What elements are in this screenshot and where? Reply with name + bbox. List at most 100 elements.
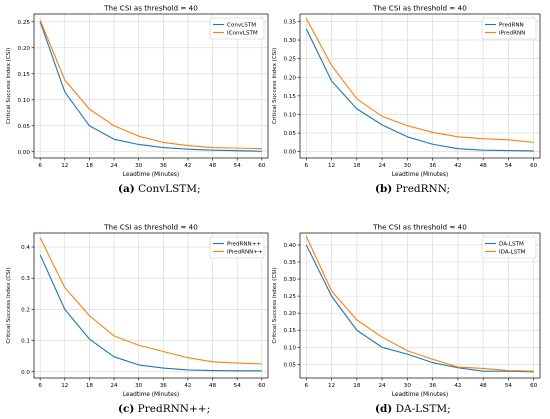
x-tick-label: 6	[305, 163, 309, 169]
y-tick-label: 0.05	[18, 124, 31, 130]
x-tick-label: 18	[353, 163, 361, 169]
x-tick-label: 18	[353, 383, 361, 389]
legend-label-1: IPredRNN	[499, 31, 525, 37]
legend-label-0: PredRNN	[499, 23, 524, 29]
x-tick-label: 24	[110, 383, 118, 389]
x-tick-label: 6	[38, 163, 42, 169]
y-tick-label: 0.20	[18, 46, 31, 52]
legend: DA-LSTM IDA-LSTM	[481, 236, 537, 259]
series-line-0	[39, 21, 262, 152]
legend-label-0: DA-LSTM	[499, 242, 524, 248]
x-tick-label: 6	[38, 383, 42, 389]
legend-label-0: ConvLSTM	[227, 23, 256, 29]
chart-title: The CSI as threshold = 40	[372, 4, 467, 13]
x-tick-label: 48	[209, 383, 217, 389]
series-line-0	[39, 254, 262, 372]
y-tick-label: 0.10	[284, 112, 297, 118]
y-tick-label: 0.05	[284, 362, 297, 368]
x-tick-label: 30	[404, 163, 412, 169]
x-tick-label: 18	[86, 163, 94, 169]
x-tick-label: 36	[160, 383, 168, 389]
x-tick-label: 42	[184, 383, 191, 389]
x-tick-label: 12	[61, 163, 68, 169]
y-tick-label: 0.2	[21, 307, 30, 313]
series-line-0	[305, 28, 534, 152]
legend-box	[209, 17, 265, 40]
legend-box	[481, 236, 537, 259]
x-tick-label: 30	[404, 383, 412, 389]
x-tick-label: 42	[454, 383, 461, 389]
legend-label-0: PredRNN++	[227, 242, 261, 248]
x-tick-label: 42	[454, 163, 461, 169]
y-tick-label: 0.00	[18, 150, 31, 156]
y-tick-label: 0.15	[284, 328, 297, 334]
y-tick-label: 0.30	[284, 277, 297, 283]
legend: PredRNN IPredRNN	[481, 17, 537, 40]
y-tick-label: 0.4	[21, 245, 30, 251]
y-tick-label: 0.15	[284, 94, 297, 100]
y-axis-label: Critical Success Index (CSI)	[6, 48, 12, 124]
y-tick-label: 0.35	[284, 260, 297, 266]
legend-label-1: IDA-LSTM	[499, 250, 526, 256]
x-tick-label: 48	[480, 163, 488, 169]
y-axis-label: Critical Success Index (CSI)	[272, 267, 278, 343]
plot-frame	[299, 232, 541, 379]
caption-a: (a) ConvLSTM;	[118, 183, 201, 195]
x-tick-label: 12	[328, 383, 335, 389]
y-tick-label: 0.25	[284, 57, 297, 63]
legend: ConvLSTM IConvLSTM	[209, 17, 265, 40]
x-tick-label: 30	[135, 163, 143, 169]
y-tick-label: 0.10	[18, 98, 31, 104]
x-tick-label: 24	[379, 163, 387, 169]
x-tick-label: 60	[258, 383, 266, 389]
x-tick-label: 24	[110, 163, 118, 169]
chart-title: The CSI as threshold = 40	[103, 4, 198, 13]
x-tick-label: 6	[305, 383, 309, 389]
series-line-0	[305, 244, 534, 373]
x-tick-label: 54	[234, 163, 242, 169]
x-tick-label: 60	[530, 163, 538, 169]
y-tick-label: 0.20	[284, 75, 297, 81]
y-axis-label: Critical Success Index (CSI)	[272, 48, 278, 124]
x-tick-label: 60	[530, 383, 538, 389]
chart-panel-2: 6 12 18 24 30 36 42 48 54 60 0.0 0.1 0.2 0.3 0.4 The CS…	[6, 223, 269, 398]
x-axis-label: Leadtime (Minutes)	[123, 392, 179, 398]
x-tick-label: 36	[160, 163, 168, 169]
y-tick-label: 0.05	[284, 131, 297, 137]
caption-d: (d) DA-LSTM;	[375, 403, 451, 415]
chart-panel-1: 6 12 18 24 30 36 42 48 54 60 0.00 0.05 0.10 0.15 0.20 0…	[272, 4, 541, 178]
x-tick-label: 60	[258, 163, 266, 169]
y-tick-label: 0.1	[21, 339, 30, 345]
y-tick-label: 0.30	[284, 38, 297, 44]
caption-c: (c) PredRNN++;	[118, 403, 211, 415]
y-tick-label: 0.00	[284, 150, 297, 156]
chart-title: The CSI as threshold = 40	[372, 223, 467, 232]
x-tick-label: 42	[184, 163, 191, 169]
y-tick-label: 0.40	[284, 243, 297, 249]
legend-label-1: IPredRNN++	[227, 250, 263, 256]
legend-label-1: IConvLSTM	[227, 31, 258, 37]
plot-frame	[299, 13, 541, 159]
series-line-1	[39, 20, 262, 150]
x-tick-label: 24	[379, 383, 387, 389]
legend-box	[209, 236, 265, 259]
x-axis-label: Leadtime (Minutes)	[392, 172, 448, 178]
x-tick-label: 48	[209, 163, 217, 169]
y-tick-label: 0.25	[18, 20, 31, 26]
y-axis-label: Critical Success Index (CSI)	[6, 267, 12, 343]
plot-frame	[33, 13, 269, 159]
x-tick-label: 36	[429, 163, 437, 169]
x-tick-label: 30	[135, 383, 143, 389]
y-tick-label: 0.15	[18, 72, 31, 78]
chart-panel-0: 6 12 18 24 30 36 42 48 54 60 0.00 0.05 0.10 0.15 0.20 0…	[6, 4, 269, 178]
x-tick-label: 12	[328, 163, 335, 169]
chart-panel-3: 6 12 18 24 30 36 42 48 54 60 0.05 0.10 0.15 0.20 0.25 0…	[272, 223, 541, 398]
x-tick-label: 54	[505, 163, 513, 169]
y-tick-label: 0.0	[21, 370, 30, 376]
y-tick-label: 0.10	[284, 345, 297, 351]
x-tick-label: 54	[505, 383, 513, 389]
legend: PredRNN++ IPredRNN++	[209, 236, 265, 259]
x-axis-label: Leadtime (Minutes)	[123, 172, 179, 178]
y-tick-label: 0.20	[284, 311, 297, 317]
